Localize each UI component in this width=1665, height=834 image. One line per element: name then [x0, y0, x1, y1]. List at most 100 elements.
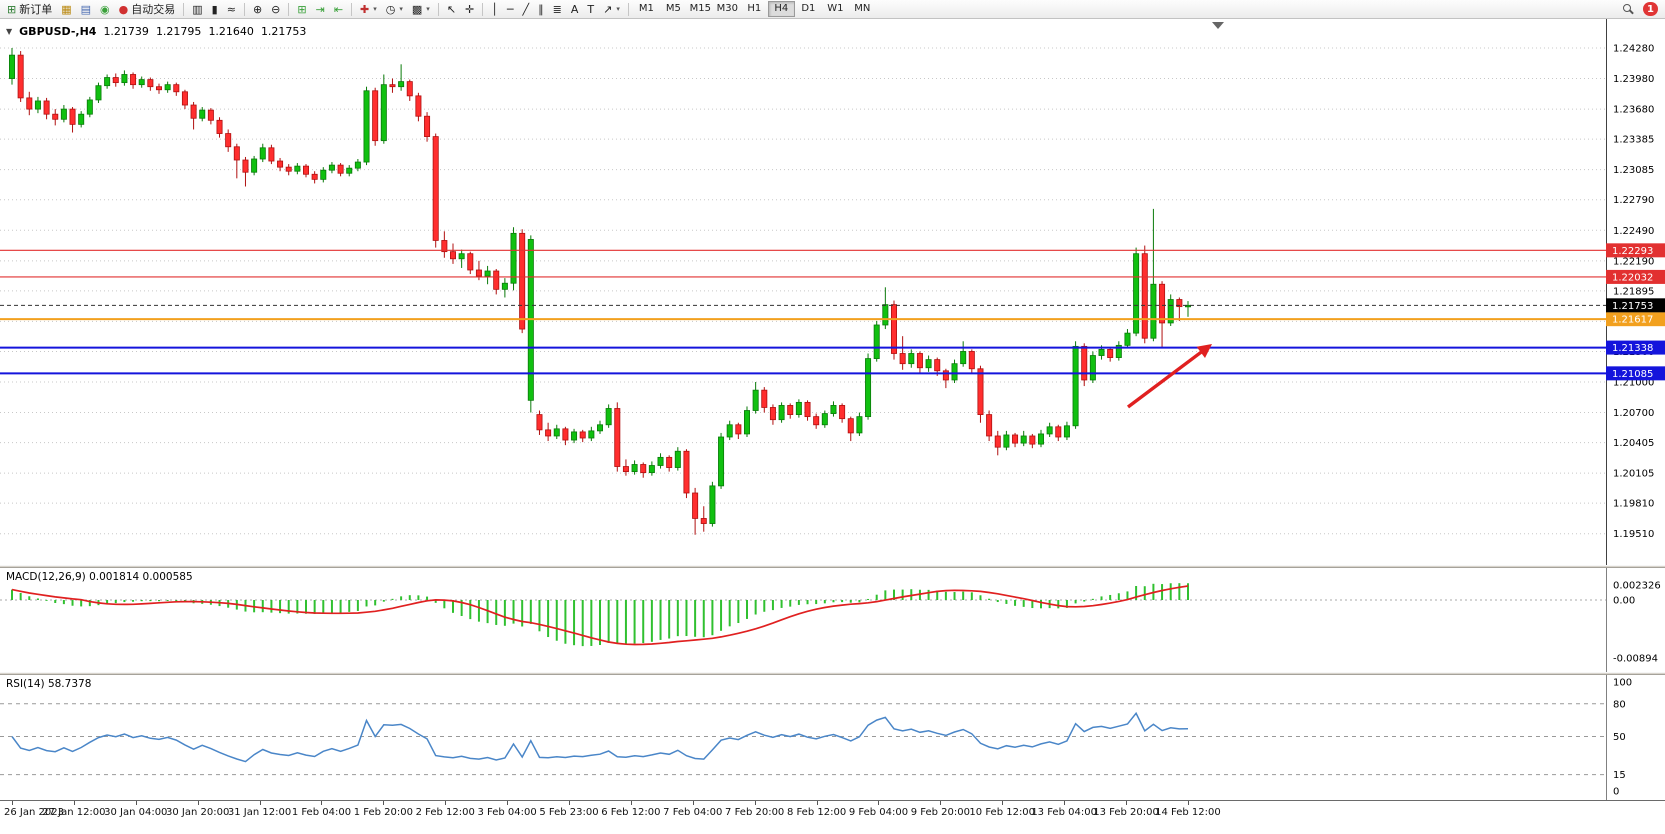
auto-scroll-button[interactable]: ⇥ — [312, 1, 329, 17]
market-watch-button[interactable]: ◉ — [96, 1, 114, 17]
toolbar-separator — [482, 2, 484, 16]
templates-button[interactable]: ▩ ▾ — [408, 1, 434, 17]
rsi-label: RSI(14) 58.7378 — [6, 678, 92, 690]
pane-divider-macd[interactable] — [0, 565, 1665, 568]
trendline-button[interactable]: ╱ — [519, 1, 534, 17]
zoom-out-button[interactable]: ⊖ — [267, 1, 284, 17]
support-line-2-price-tag[interactable]: 1.21085 — [1606, 366, 1665, 381]
text-tool-button[interactable]: A — [567, 1, 583, 17]
line-chart-mode-button[interactable]: ≈ — [223, 1, 240, 17]
toolbar: ⊞ 新订单 ▦ ▤ ◉ ● 自动交易 ▥ ▮ ≈ ⊕ ⊖ ⊞ ⇥ ⇤ ✚ ▾ ◷ ▾ ▩ ▾ ↖ ✛ │ ─ ╱ ∥ ≣ A T ↗ ▾ M1… — [0, 0, 1665, 19]
search-button[interactable] — [1618, 1, 1638, 17]
support-line-1-price-tag[interactable]: 1.21338 — [1606, 340, 1665, 355]
templates-dropdown-arrow[interactable]: ▾ — [426, 4, 430, 13]
fibonacci-retracement-button[interactable]: ≣ — [549, 1, 566, 17]
chart-shift-button[interactable]: ⇤ — [330, 1, 347, 17]
horizontal-line-icon: ─ — [506, 2, 514, 16]
periods-button[interactable]: ◷ ▾ — [382, 1, 407, 17]
cursor-button[interactable]: ↖ — [443, 1, 460, 17]
arrows-tool-icon: ↗ — [603, 2, 613, 16]
time-label: 7 Feb 20:00 — [725, 807, 785, 818]
time-tick — [1064, 801, 1066, 805]
time-label: 30 Jan 04:00 — [104, 807, 168, 818]
quote-high: 1.21795 — [155, 25, 202, 38]
candlestick-mode-button[interactable]: ▮ — [208, 1, 222, 17]
time-tick — [445, 801, 447, 805]
bar-chart-mode-icon: ▥ — [192, 2, 203, 16]
candlestick-mode-icon: ▮ — [211, 2, 218, 16]
zoom-out-icon: ⊖ — [271, 2, 281, 16]
timeframe-d1-button[interactable]: D1 — [795, 1, 822, 17]
auto-trading-icon: ● — [118, 2, 129, 16]
timeframe-m30-button[interactable]: M30 — [714, 1, 741, 17]
time-label: 7 Feb 04:00 — [663, 807, 723, 818]
time-tick — [816, 801, 818, 805]
timeframe-m5-button[interactable]: M5 — [660, 1, 687, 17]
notifications-badge[interactable]: 1 — [1643, 2, 1658, 16]
timeframe-h4-button[interactable]: H4 — [767, 1, 795, 17]
timeframe-group: M1 M5 M15 M30 H1 H4 D1 W1 MN — [633, 1, 876, 17]
indicators-dropdown-arrow[interactable]: ▾ — [373, 4, 377, 13]
timeframe-mn-button[interactable]: MN — [849, 1, 876, 17]
profiles-button[interactable]: ▤ — [77, 1, 95, 17]
new-order-label: 新订单 — [19, 2, 53, 16]
svg-text:1.19510: 1.19510 — [1613, 529, 1654, 540]
periods-dropdown-arrow[interactable]: ▾ — [399, 4, 403, 13]
auto-trading-button[interactable]: ● 自动交易 — [115, 1, 180, 17]
time-tick — [259, 801, 261, 805]
chart-shift-icon: ⇤ — [333, 2, 344, 16]
arrow-annotation[interactable] — [1126, 347, 1207, 409]
time-tick — [1126, 801, 1128, 805]
pivot-line-price-tag[interactable]: 1.21617 — [1606, 312, 1665, 327]
chart-shift-marker[interactable] — [1212, 22, 1224, 29]
resistance-line-2-price-tag[interactable]: 1.22032 — [1606, 269, 1665, 284]
time-label: 3 Feb 04:00 — [477, 807, 537, 818]
svg-text:1.20700: 1.20700 — [1613, 408, 1654, 419]
svg-text:1.23085: 1.23085 — [1613, 165, 1654, 176]
svg-text:1.23680: 1.23680 — [1613, 105, 1654, 116]
tile-windows-icon: ⊞ — [297, 2, 307, 16]
time-tick — [197, 801, 199, 805]
macd-histogram — [11, 583, 1189, 647]
tile-windows-button[interactable]: ⊞ — [293, 1, 310, 17]
text-label-tool-button[interactable]: T — [583, 1, 598, 17]
new-chart-button[interactable]: ▦ — [57, 1, 75, 17]
market-watch-icon: ◉ — [100, 2, 110, 16]
equidistant-channel-button[interactable]: ∥ — [534, 1, 548, 17]
arrow-annotation-head — [1196, 344, 1212, 358]
macd-label: MACD(12,26,9) 0.001814 0.000585 — [6, 571, 193, 583]
arrows-tool-dropdown-arrow[interactable]: ▾ — [616, 4, 620, 13]
zoom-in-button[interactable]: ⊕ — [249, 1, 266, 17]
crosshair-button[interactable]: ✛ — [461, 1, 478, 17]
crosshair-icon: ✛ — [465, 2, 475, 16]
quote-symbol: GBPUSD-,H4 — [19, 25, 97, 38]
timeframe-m15-button[interactable]: M15 — [687, 1, 714, 17]
price-chart-pane: 1.24280 1.23980 1.23680 1.23385 1.23085 1.227… — [0, 19, 1665, 565]
search-icon — [1622, 3, 1634, 15]
time-label: 14 Feb 12:00 — [1155, 807, 1221, 818]
time-axis[interactable]: 26 Jan 2023 27 Jan 12:00 30 Jan 04:00 30 Ja… — [0, 800, 1665, 834]
arrows-tool-button[interactable]: ↗ ▾ — [599, 1, 624, 17]
auto-scroll-icon: ⇥ — [315, 2, 325, 16]
new-order-button[interactable]: ⊞ 新订单 — [3, 1, 56, 17]
pane-divider-rsi[interactable] — [0, 672, 1665, 675]
chart-window: 1.24280 1.23980 1.23680 1.23385 1.23085 1.227… — [0, 19, 1665, 834]
time-label: 10 Feb 12:00 — [969, 807, 1036, 818]
one-click-collapse-arrow[interactable]: ▼ — [6, 27, 13, 36]
timeframe-h1-button[interactable]: H1 — [741, 1, 768, 17]
time-tick — [383, 801, 385, 805]
timeframe-w1-button[interactable]: W1 — [822, 1, 849, 17]
indicators-button[interactable]: ✚ ▾ — [356, 1, 381, 17]
price-chart[interactable]: 1.24280 1.23980 1.23680 1.23385 1.23085 1.227… — [0, 19, 1665, 565]
current-price-tag: 1.21753 — [1606, 298, 1665, 313]
vertical-line-button[interactable]: │ — [487, 1, 502, 17]
toolbar-separator — [351, 2, 353, 16]
rsi-chart[interactable]: 100 80 50 15 0 — [0, 675, 1665, 800]
cursor-icon: ↖ — [446, 2, 457, 16]
timeframe-m1-button[interactable]: M1 — [633, 1, 660, 17]
svg-text:80: 80 — [1613, 699, 1626, 710]
horizontal-line-button[interactable]: ─ — [503, 1, 518, 17]
macd-chart[interactable]: 0.002326 0.00 -0.00894 — [0, 568, 1665, 672]
resistance-line-1-price-tag[interactable]: 1.22293 — [1606, 243, 1665, 258]
bar-chart-mode-button[interactable]: ▥ — [188, 1, 206, 17]
